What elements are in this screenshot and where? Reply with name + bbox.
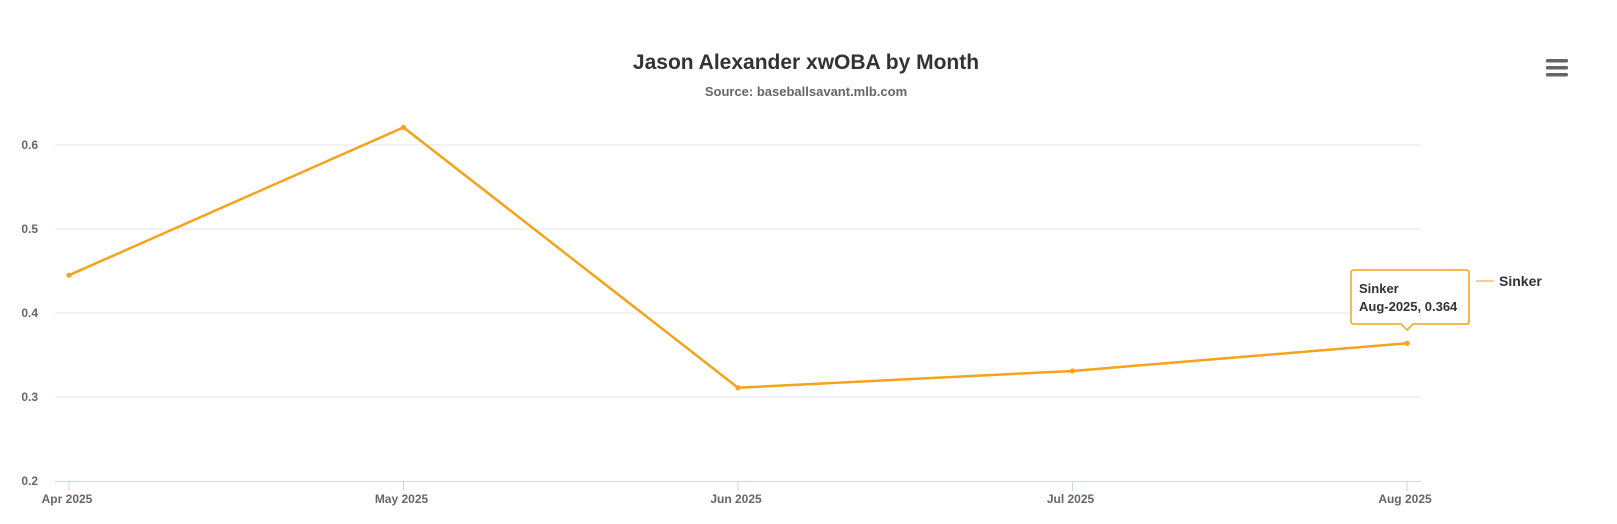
x-tick-label: Apr 2025	[42, 492, 93, 506]
x-tick-label: Aug 2025	[1378, 492, 1432, 506]
data-point[interactable]	[1069, 368, 1076, 374]
y-tick-label: 0.4	[21, 306, 38, 320]
legend-item-label[interactable]: Sinker	[1499, 273, 1542, 289]
y-tick-label: 0.2	[21, 474, 38, 488]
y-tick-label: 0.5	[21, 222, 38, 236]
hamburger-menu-icon-bar-1	[1546, 59, 1568, 63]
data-point[interactable]	[400, 124, 407, 130]
legend[interactable]: Sinker	[1476, 273, 1542, 289]
x-tick-label: Jun 2025	[710, 492, 762, 506]
menu-button[interactable]	[1540, 52, 1570, 82]
y-axis: 0.2 0.3 0.4 0.5 0.6	[21, 138, 38, 488]
series-line	[67, 126, 1409, 390]
x-tick-label: Jul 2025	[1047, 492, 1095, 506]
data-point[interactable]	[66, 272, 72, 278]
x-tick-label: May 2025	[375, 492, 429, 506]
hamburger-menu-icon-bar-2	[1546, 66, 1568, 70]
tooltip-box	[1350, 269, 1470, 332]
chart-subtitle: Source: baseballsavant.mlb.com	[705, 84, 907, 99]
hamburger-menu-icon-bar-3	[1546, 73, 1568, 77]
tooltip-value: Aug-2025, 0.364	[1359, 299, 1458, 314]
x-axis: Apr 2025 May 2025 Jun 2025 Jul 2025 Aug 2025	[42, 481, 1432, 506]
data-point[interactable]	[735, 385, 741, 391]
hamburger-menu-icon[interactable]	[1546, 59, 1568, 77]
grid-lines	[55, 144, 1421, 398]
y-tick-label: 0.3	[21, 390, 38, 404]
tooltip-series-name: Sinker	[1359, 281, 1399, 296]
chart-title: Jason Alexander xwOBA by Month	[633, 51, 979, 74]
y-tick-label: 0.6	[21, 138, 38, 152]
tooltip: Sinker Aug-2025, 0.364	[1350, 269, 1470, 332]
data-point[interactable]	[1404, 340, 1410, 346]
series-layer	[66, 124, 1410, 391]
